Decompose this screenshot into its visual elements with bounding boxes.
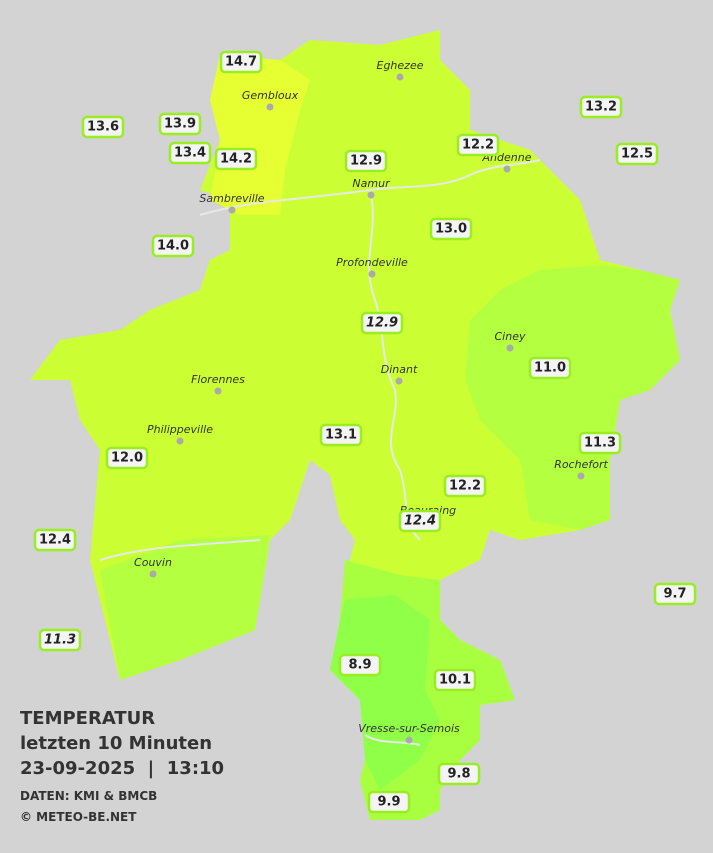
city-label: Namur — [352, 177, 391, 190]
station-value: 13.6 — [87, 120, 119, 135]
source: DATEN: KMI & BMCB — [20, 789, 157, 803]
station-box — [81, 115, 125, 139]
city-dot — [368, 270, 376, 278]
station-value: 11.0 — [534, 361, 566, 376]
station-box — [429, 217, 473, 241]
station-value: 12.2 — [449, 479, 481, 494]
station-box — [437, 762, 481, 786]
station-box — [338, 653, 382, 677]
city-dot — [503, 165, 511, 173]
title: TEMPERATUR — [20, 708, 155, 729]
station-value: 12.9 — [350, 154, 382, 169]
station-value: 12.9 — [366, 316, 398, 331]
station-box — [456, 133, 500, 157]
city-label: Philippeville — [147, 423, 213, 436]
city-label: Florennes — [191, 373, 245, 386]
zone-warm — [210, 55, 310, 215]
station-value: 11.3 — [44, 633, 76, 648]
city-label: Profondeville — [336, 256, 408, 269]
zone-cold — [330, 595, 440, 790]
station-box — [615, 142, 659, 166]
city-dot — [266, 103, 274, 111]
station-value: 12.5 — [621, 147, 653, 162]
station-box — [219, 50, 263, 74]
city-label: Vresse-sur-Semois — [358, 722, 460, 735]
station-value: 10.1 — [439, 673, 471, 688]
city-dot — [367, 191, 375, 199]
station-value: 13.9 — [164, 117, 196, 132]
zone-cool-east — [465, 265, 680, 530]
station-box — [158, 112, 202, 136]
station-box — [578, 431, 622, 455]
city-label: Rochefort — [554, 458, 608, 471]
station-value: 13.2 — [585, 100, 617, 115]
station-box — [33, 528, 77, 552]
station-box — [105, 446, 149, 470]
station-value: 9.9 — [377, 795, 400, 810]
city-label: Couvin — [134, 556, 172, 569]
station-value: 9.8 — [447, 767, 470, 782]
station-value: 9.7 — [663, 587, 686, 602]
station-box — [398, 509, 442, 533]
station-value: 13.4 — [174, 146, 206, 161]
river — [99, 159, 541, 746]
city-label: Dinant — [381, 363, 418, 376]
station-value: 11.3 — [584, 436, 616, 451]
station-box — [433, 668, 477, 692]
station-box — [151, 234, 195, 258]
city-dot — [506, 344, 514, 352]
station-value: 13.0 — [435, 222, 467, 237]
subtitle: letzten 10 Minuten — [20, 733, 212, 754]
city-dot — [176, 437, 184, 445]
city-label: Ciney — [495, 330, 526, 343]
station-value: 12.0 — [111, 451, 143, 466]
station-box — [653, 582, 697, 606]
city-label: Eghezee — [377, 59, 424, 72]
city-label: Gembloux — [242, 89, 299, 102]
city-dot — [395, 377, 403, 385]
city-dot — [396, 73, 404, 81]
station-value: 12.2 — [462, 138, 494, 153]
station-value: 12.4 — [404, 514, 436, 529]
station-box — [168, 141, 212, 165]
city-dot — [577, 472, 585, 480]
city-dot — [214, 387, 222, 395]
station-value: 13.1 — [325, 428, 357, 443]
city-dot — [405, 736, 413, 744]
credit: © METEO-BE.NET — [20, 810, 137, 824]
city-dot — [149, 570, 157, 578]
station-value: 12.4 — [39, 533, 71, 548]
zone-cool-south — [100, 535, 270, 680]
station-box — [38, 628, 82, 652]
station-box — [443, 474, 487, 498]
station-box — [579, 95, 623, 119]
station-box — [360, 311, 404, 335]
station-box — [319, 423, 363, 447]
city-dot — [228, 206, 236, 214]
station-box — [344, 149, 388, 173]
datetime: 23-09-2025 | 13:10 — [20, 758, 224, 779]
station-value: 14.2 — [220, 152, 252, 167]
station-value: 8.9 — [348, 658, 371, 673]
station-box — [367, 790, 411, 814]
station-box — [214, 147, 258, 171]
station-box — [528, 356, 572, 380]
station-value: 14.7 — [225, 55, 257, 70]
city-label: Sambreville — [199, 192, 264, 205]
station-value: 14.0 — [157, 239, 189, 254]
